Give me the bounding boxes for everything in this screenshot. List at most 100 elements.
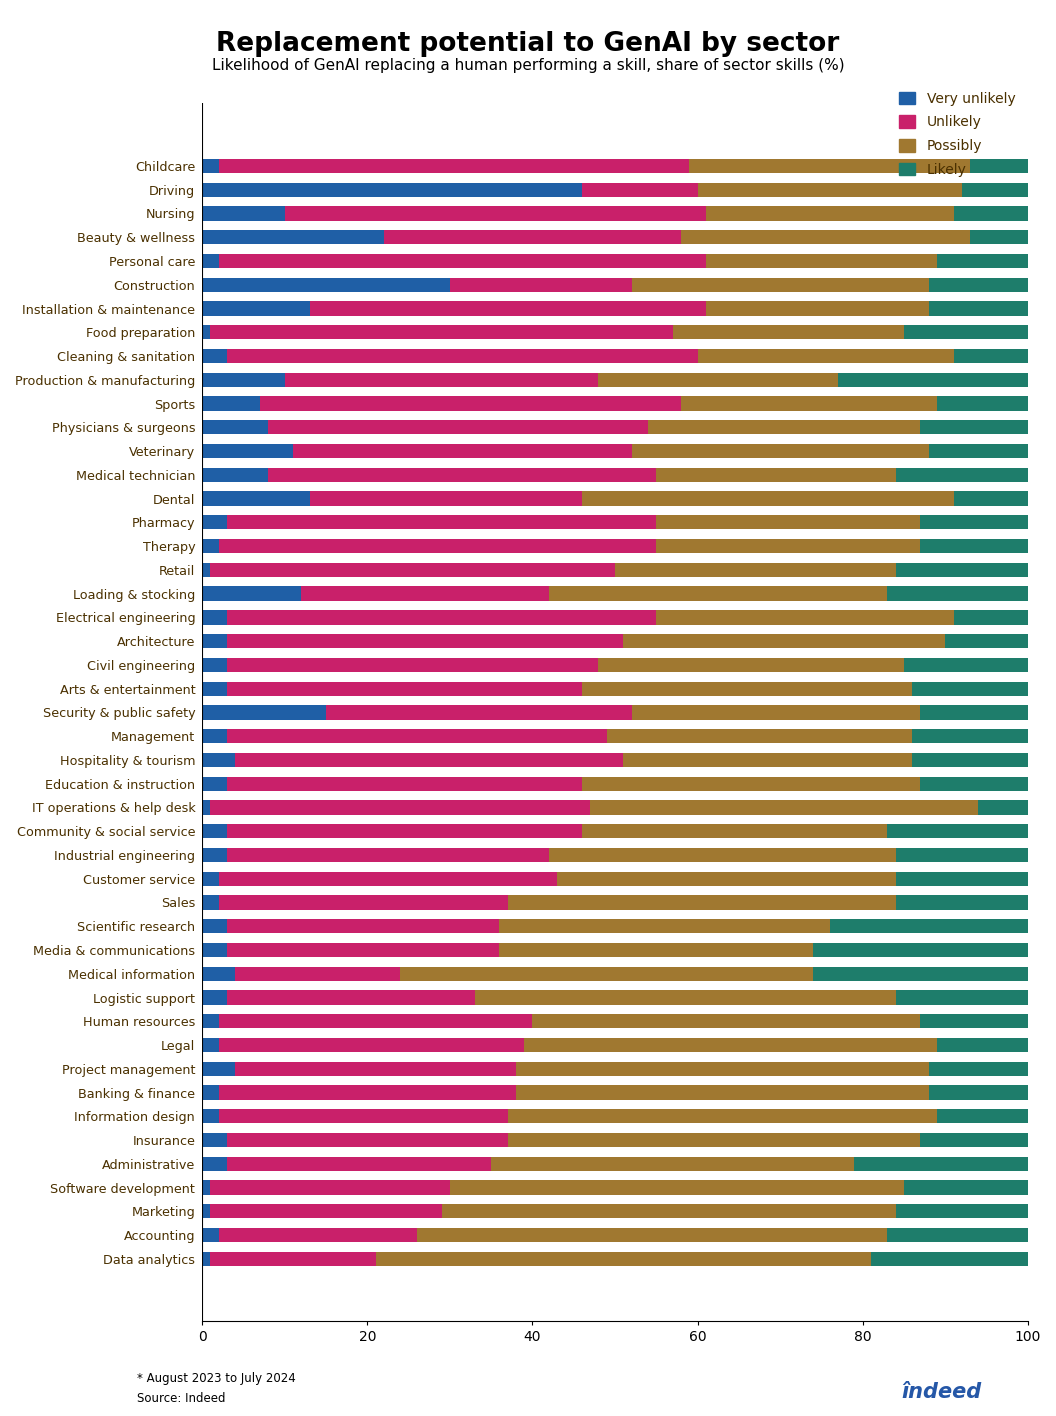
Bar	[235, 753, 623, 767]
Bar	[301, 586, 549, 600]
Bar	[970, 231, 1027, 245]
Bar	[202, 800, 210, 814]
Bar	[202, 467, 268, 481]
Bar	[210, 326, 673, 340]
Bar	[705, 207, 954, 221]
Bar	[582, 491, 954, 506]
Bar	[895, 1204, 1027, 1218]
Bar	[219, 895, 508, 909]
Bar	[202, 445, 293, 459]
Bar	[202, 1157, 227, 1171]
Bar	[698, 348, 954, 362]
Bar	[309, 491, 582, 506]
Bar	[202, 990, 227, 1004]
Bar	[260, 396, 681, 411]
Bar	[450, 278, 631, 292]
Bar	[921, 421, 1027, 435]
Bar	[549, 586, 887, 600]
Bar	[928, 278, 1027, 292]
Bar	[227, 990, 474, 1004]
Bar	[631, 278, 928, 292]
Bar	[202, 562, 210, 576]
Bar	[648, 421, 921, 435]
Bar	[376, 1252, 871, 1266]
Bar	[227, 634, 623, 649]
Bar	[607, 729, 912, 743]
Bar	[202, 207, 285, 221]
Bar	[887, 586, 1027, 600]
Bar	[383, 231, 681, 245]
Bar	[656, 515, 921, 530]
Bar	[928, 445, 1027, 459]
Bar	[227, 515, 656, 530]
Bar	[681, 231, 970, 245]
Bar	[582, 183, 698, 197]
Bar	[656, 467, 895, 481]
Bar	[508, 895, 895, 909]
Bar	[227, 658, 599, 673]
Bar	[227, 943, 499, 957]
Bar	[202, 539, 219, 554]
Bar	[928, 1062, 1027, 1076]
Bar	[219, 1109, 508, 1123]
Text: * August 2023 to July 2024: * August 2023 to July 2024	[137, 1372, 296, 1385]
Bar	[219, 159, 690, 173]
Bar	[582, 776, 921, 790]
Bar	[656, 539, 921, 554]
Bar	[854, 1157, 1027, 1171]
Bar	[326, 705, 631, 719]
Bar	[400, 967, 813, 981]
Bar	[202, 326, 210, 340]
Bar	[912, 729, 1027, 743]
Bar	[954, 207, 1027, 221]
Bar	[202, 872, 219, 886]
Bar	[590, 800, 978, 814]
Bar	[631, 445, 928, 459]
Bar	[202, 348, 227, 362]
Bar	[615, 562, 895, 576]
Bar	[631, 705, 921, 719]
Bar	[202, 1228, 219, 1242]
Bar	[202, 729, 227, 743]
Bar	[673, 326, 904, 340]
Bar	[623, 753, 912, 767]
Bar	[235, 967, 400, 981]
Bar	[202, 278, 450, 292]
Bar	[202, 231, 383, 245]
Bar	[227, 1133, 508, 1147]
Bar	[202, 610, 227, 624]
Bar	[210, 1204, 441, 1218]
Bar	[309, 302, 705, 316]
Bar	[474, 990, 895, 1004]
Bar	[837, 372, 1027, 387]
Bar	[532, 1014, 921, 1028]
Bar	[219, 253, 705, 268]
Bar	[871, 1252, 1027, 1266]
Bar	[202, 1038, 219, 1052]
Bar	[202, 372, 285, 387]
Bar	[921, 515, 1027, 530]
Bar	[954, 491, 1027, 506]
Bar	[549, 848, 895, 862]
Bar	[202, 491, 309, 506]
Bar	[219, 539, 656, 554]
Bar	[904, 326, 1027, 340]
Bar	[202, 1109, 219, 1123]
Bar	[202, 776, 227, 790]
Bar	[219, 1038, 524, 1052]
Bar	[202, 1204, 210, 1218]
Bar	[202, 183, 582, 197]
Bar	[524, 1038, 937, 1052]
Bar	[227, 1157, 491, 1171]
Bar	[227, 824, 582, 838]
Bar	[202, 1181, 210, 1195]
Bar	[491, 1157, 854, 1171]
Bar	[681, 396, 937, 411]
Bar	[227, 848, 549, 862]
Legend: Very unlikely, Unlikely, Possibly, Likely: Very unlikely, Unlikely, Possibly, Likel…	[893, 86, 1021, 183]
Bar	[813, 943, 1027, 957]
Bar	[227, 610, 656, 624]
Bar	[582, 824, 887, 838]
Bar	[202, 681, 227, 695]
Bar	[928, 302, 1027, 316]
